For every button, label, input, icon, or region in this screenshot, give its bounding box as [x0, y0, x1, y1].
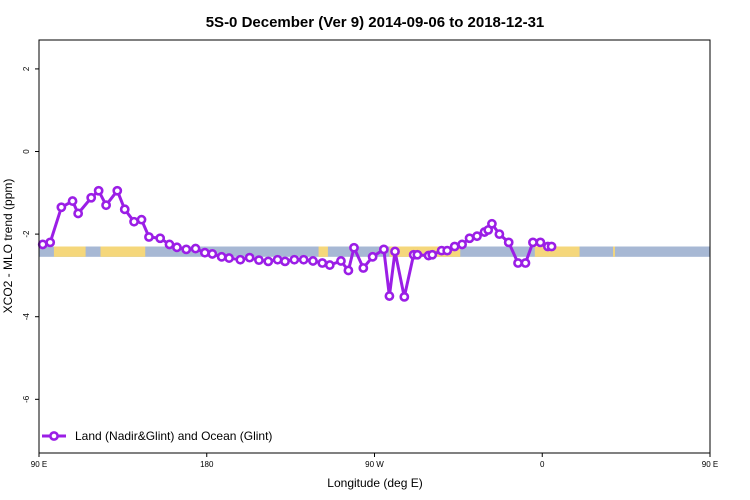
data-point — [207, 249, 218, 259]
land-patch — [318, 246, 328, 257]
data-point — [56, 202, 67, 213]
land-patch — [100, 246, 146, 257]
x-tick-label: 90 E — [31, 460, 47, 469]
data-point — [378, 244, 389, 255]
data-point — [199, 247, 210, 258]
x-tick-label: 90 E — [702, 460, 718, 469]
data-point — [324, 260, 335, 270]
data-point — [336, 256, 346, 266]
data-point — [442, 245, 453, 256]
data-point — [67, 196, 78, 206]
data-point — [317, 258, 328, 268]
data-point — [298, 254, 309, 265]
data-point — [528, 237, 538, 248]
series-line — [42, 189, 552, 299]
x-axis-label: Longitude (deg E) — [327, 476, 422, 490]
land-patch — [534, 246, 580, 257]
data-point — [464, 233, 475, 244]
data-point — [308, 256, 318, 266]
data-point — [399, 291, 410, 302]
y-tick-label: 2 — [22, 66, 31, 71]
data-point — [412, 249, 423, 260]
data-point — [427, 249, 438, 260]
data-point — [235, 254, 246, 265]
data-point — [487, 218, 497, 229]
data-point — [280, 256, 290, 267]
legend-marker — [49, 431, 59, 441]
data-point — [513, 258, 523, 268]
data-point — [155, 233, 166, 244]
legend-label: Land (Nadir&Glint) and Ocean (Glint) — [75, 429, 272, 443]
data-point — [181, 244, 192, 255]
data-point — [289, 254, 300, 265]
y-tick-label: -6 — [22, 395, 31, 403]
data-point — [73, 208, 84, 219]
data-point — [384, 291, 395, 301]
data-point — [367, 251, 378, 262]
data-point — [101, 200, 111, 211]
land-ocean-band — [39, 246, 710, 257]
y-axis-label: XCO2 - MLO trend (ppm) — [1, 179, 15, 314]
data-point — [449, 241, 460, 252]
chart-title: 5S-0 December (Ver 9) 2014-09-06 to 2018… — [206, 14, 545, 31]
data-point — [244, 252, 255, 263]
data-point — [254, 255, 264, 266]
x-tick-label: 90 W — [365, 460, 384, 469]
land-patch — [613, 246, 615, 257]
data-point — [520, 258, 531, 268]
x-axis: 90 E 180 90 W 0 90 E — [31, 453, 718, 469]
data-point — [390, 246, 400, 257]
data-point — [119, 204, 130, 215]
x-tick-label: 180 — [200, 460, 214, 469]
data-point — [263, 256, 274, 267]
data-point — [37, 239, 48, 250]
data-point — [494, 229, 505, 240]
data-point — [93, 185, 104, 196]
data-point — [349, 242, 359, 253]
data-point — [216, 251, 227, 262]
series-layer — [37, 185, 557, 302]
ocean-band — [39, 246, 710, 257]
data-point — [224, 253, 235, 263]
data-point — [472, 231, 482, 242]
y-tick-label: -4 — [22, 313, 31, 321]
legend: Land (Nadir&Glint) and Ocean (Glint) — [42, 429, 272, 443]
data-point — [86, 192, 97, 203]
y-tick-label: -2 — [22, 230, 31, 238]
data-point — [546, 241, 557, 252]
data-point — [535, 237, 546, 248]
land-patch — [389, 246, 461, 257]
data-point — [343, 265, 354, 276]
data-point — [190, 243, 201, 254]
y-tick-label: 0 — [22, 149, 31, 154]
y-axis: 2 0 -2 -4 -6 — [22, 66, 39, 403]
data-point — [136, 214, 147, 225]
data-point — [112, 185, 123, 196]
data-point — [503, 237, 514, 248]
data-point — [272, 254, 283, 265]
data-point — [457, 239, 468, 250]
land-patch — [53, 246, 86, 257]
data-point — [45, 237, 56, 248]
data-point — [129, 216, 139, 227]
x-tick-label: 0 — [540, 460, 545, 469]
data-point — [358, 263, 369, 273]
data-point — [172, 242, 182, 253]
data-point — [164, 239, 175, 250]
data-point — [144, 232, 154, 242]
